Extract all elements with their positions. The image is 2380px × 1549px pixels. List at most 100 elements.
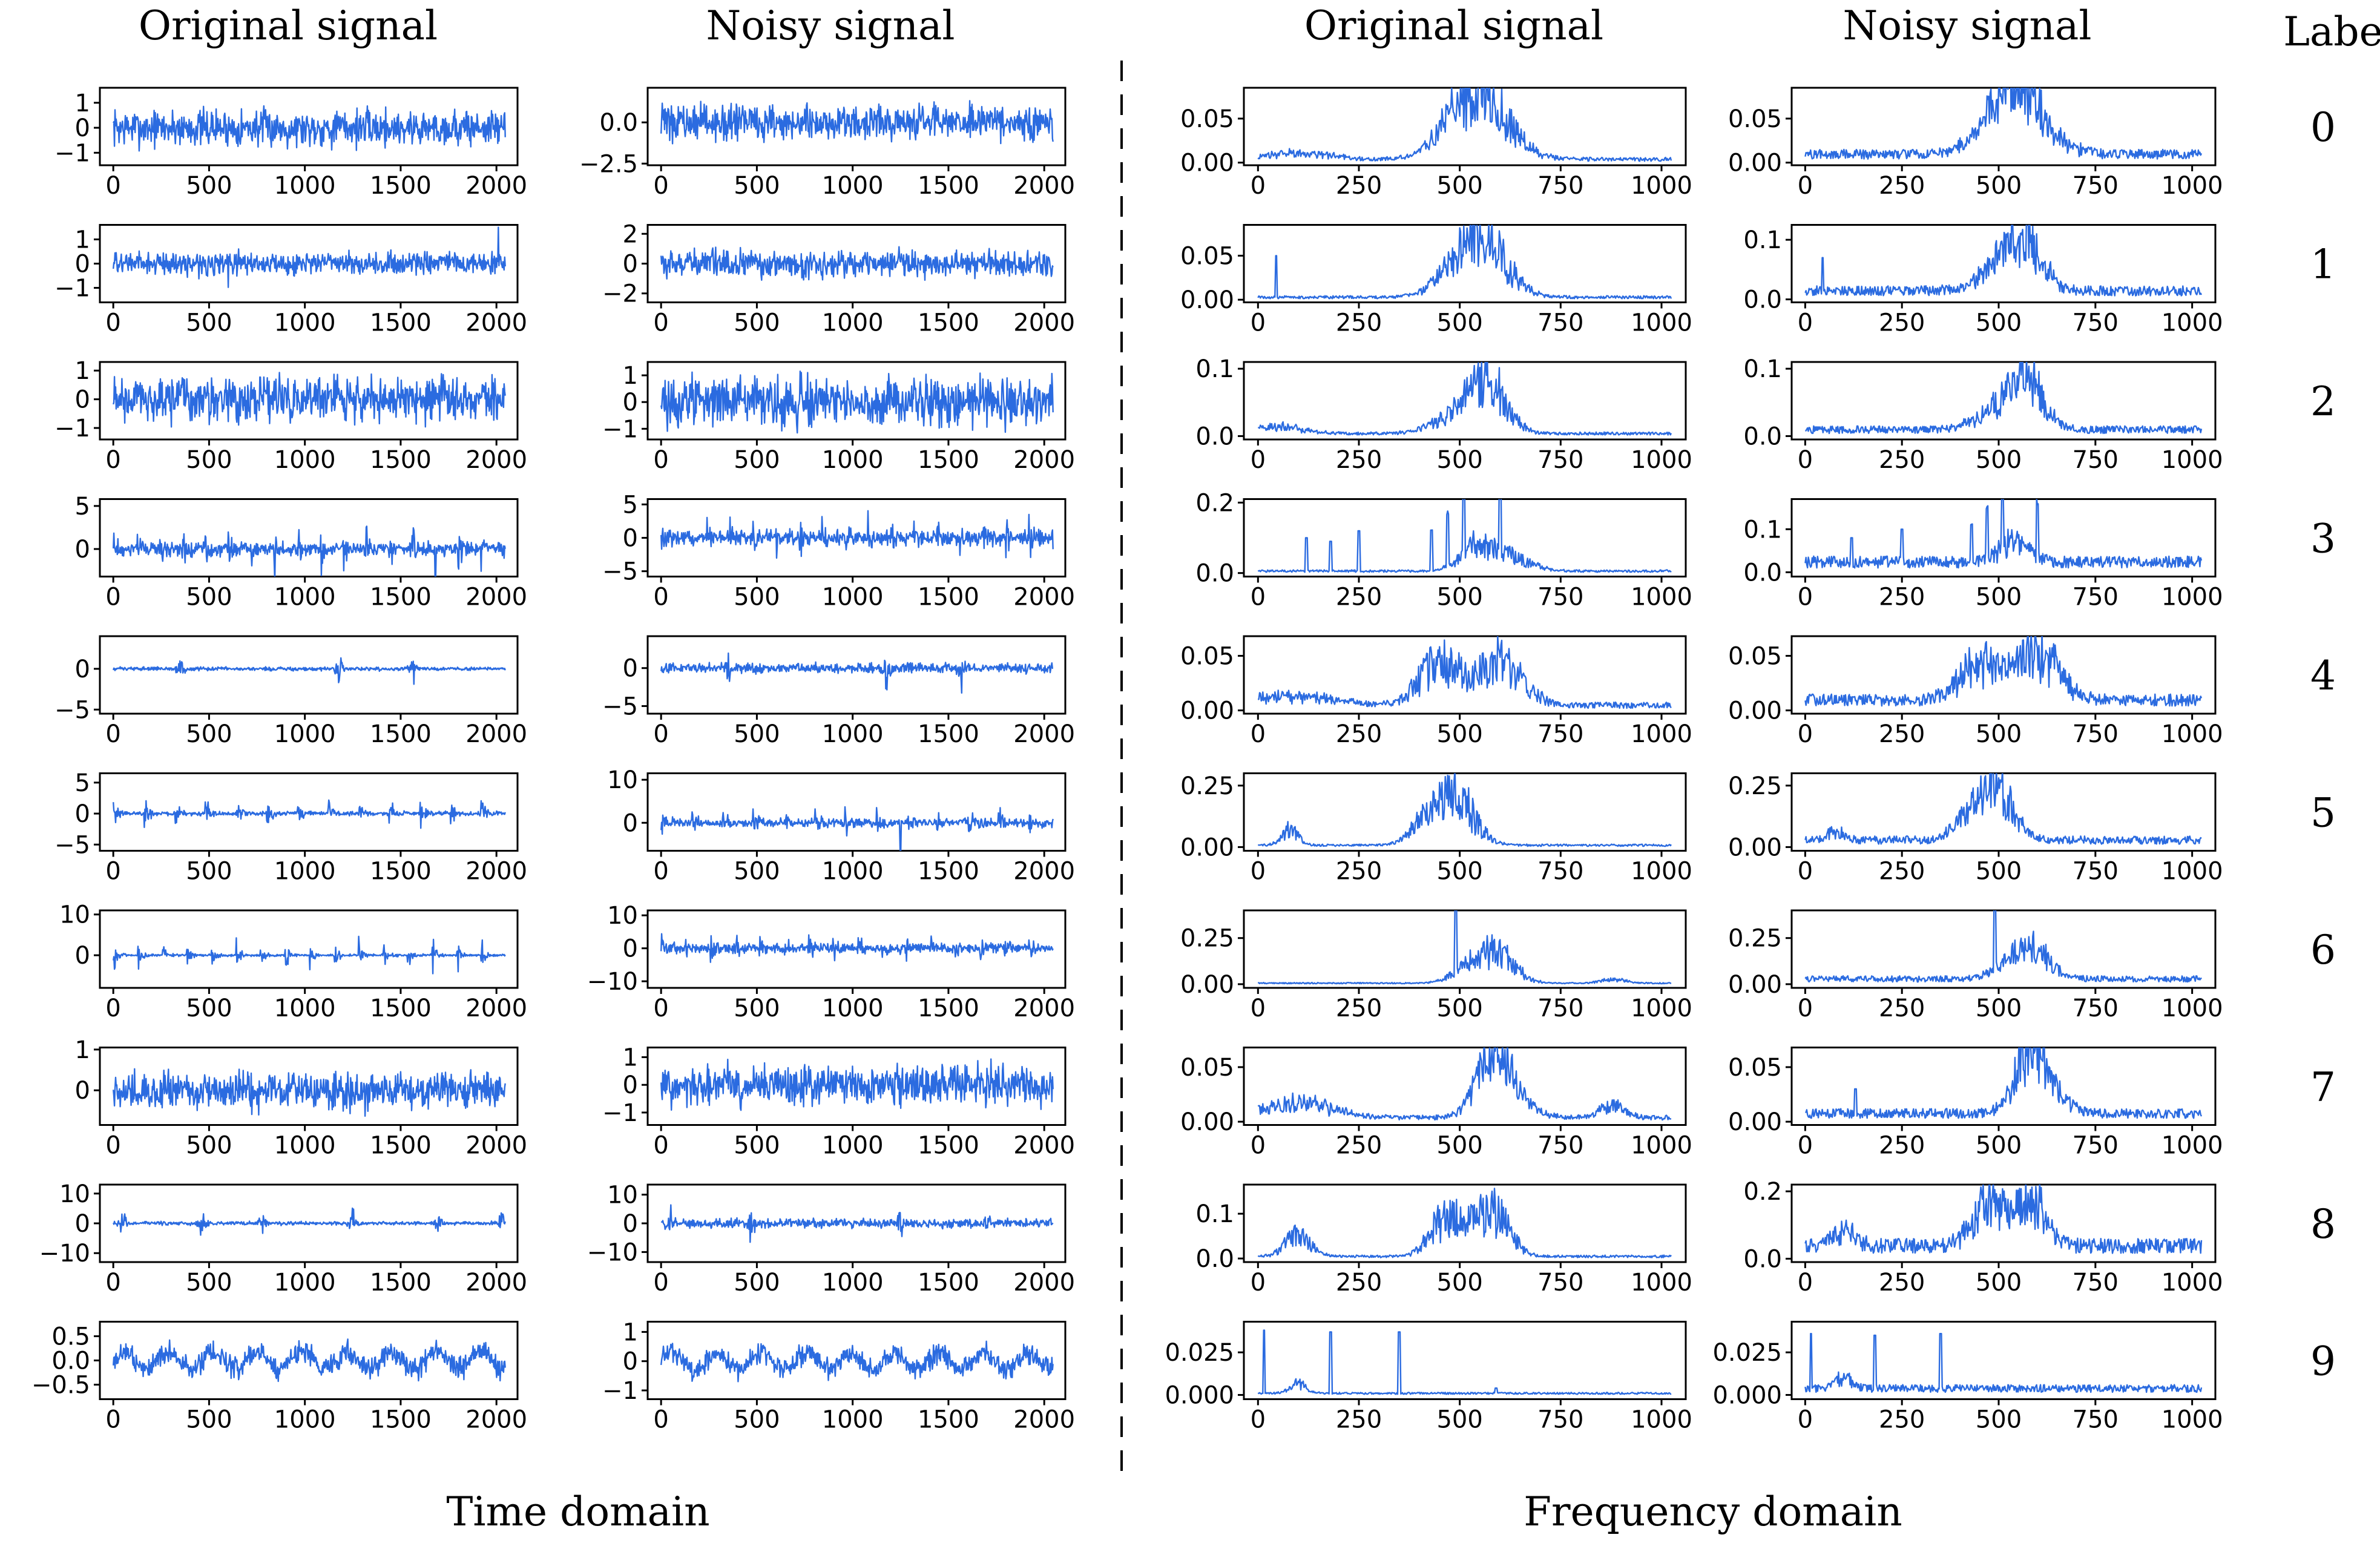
x-tick-label: 500: [1436, 584, 1482, 611]
x-tick-label: 500: [1976, 1132, 2022, 1160]
y-tick-label: 0.25: [1728, 925, 1782, 953]
x-tick-label: 1500: [370, 446, 432, 474]
signal-line: [1257, 1188, 1672, 1258]
x-tick-label: 250: [1336, 858, 1382, 886]
x-tick-label: 1000: [1631, 1269, 1692, 1297]
plot-frame: [1243, 1047, 1687, 1126]
x-tick-label: 1000: [1631, 309, 1692, 337]
x-tick-label: 750: [1537, 172, 1583, 200]
x-tick-label: 0: [1798, 446, 1813, 474]
row-label: 0: [2310, 104, 2336, 151]
x-tick-label: 1000: [822, 172, 884, 200]
row-label: 3: [2310, 516, 2336, 562]
signal-line: [1257, 225, 1672, 300]
y-tick-label: −10: [587, 1238, 638, 1266]
x-tick-label: 0: [105, 720, 120, 748]
x-tick-label: 1000: [822, 584, 884, 611]
signal-line: [1257, 88, 1672, 162]
x-tick-label: 500: [1976, 1269, 2022, 1297]
y-tick-label: 10: [607, 902, 638, 930]
x-tick-label: 0: [105, 172, 120, 200]
x-tick-label: 250: [1879, 995, 1925, 1022]
x-tick-label: 0: [1798, 858, 1813, 886]
x-tick-label: 0: [105, 1132, 120, 1160]
x-tick-label: 1000: [2161, 1132, 2223, 1160]
x-tick-label: 1000: [822, 1406, 884, 1434]
y-tick-label: 0: [623, 389, 638, 416]
y-tick-label: 1: [75, 357, 90, 385]
y-tick-label: 0.05: [1728, 105, 1782, 133]
x-tick-label: 0: [105, 309, 120, 337]
y-tick-label: 10: [59, 1180, 90, 1208]
x-tick-label: 500: [1976, 995, 2022, 1022]
x-tick-label: 1000: [2161, 584, 2223, 611]
plot-frame: [1243, 772, 1687, 852]
x-tick-label: 500: [734, 1269, 780, 1297]
signal-line: [1258, 362, 1672, 436]
x-tick-label: 2000: [1013, 1406, 1075, 1434]
y-tick-label: 0: [75, 251, 90, 278]
y-tick-label: −1: [54, 275, 90, 303]
y-tick-label: 0: [75, 386, 90, 414]
signal-line: [1804, 1185, 2203, 1254]
y-tick-label: 0.00: [1728, 150, 1782, 177]
y-tick-label: 0.00: [1180, 286, 1234, 314]
y-tick-label: 0: [623, 655, 638, 683]
x-tick-label: 1000: [2161, 1269, 2223, 1297]
y-tick-label: 0: [75, 800, 90, 828]
x-tick-label: 1500: [370, 1406, 432, 1434]
x-tick-label: 1000: [1631, 1132, 1692, 1160]
row-label: 6: [2310, 927, 2336, 973]
y-tick-label: 0: [75, 114, 90, 142]
y-tick-label: 0.00: [1180, 1108, 1234, 1136]
x-tick-label: 1500: [918, 1406, 979, 1434]
x-tick-label: 2000: [465, 584, 527, 611]
y-tick-label: 0.0: [1195, 1245, 1234, 1273]
x-tick-label: 0: [653, 172, 668, 200]
x-tick-label: 500: [186, 1269, 232, 1297]
y-tick-label: 0: [623, 809, 638, 837]
x-tick-label: 1000: [1631, 172, 1692, 200]
y-tick-label: 0.05: [1728, 1054, 1782, 1082]
x-tick-label: 0: [105, 995, 120, 1022]
y-tick-label: 0: [623, 525, 638, 553]
x-tick-label: 2000: [465, 309, 527, 337]
signal-line: [1804, 88, 2203, 160]
y-tick-label: 0.1: [1195, 355, 1234, 383]
panel-freq-noisy-0: 0 250 500 750 1000 0.05 0.00: [1728, 87, 2223, 200]
y-tick-label: 10: [607, 766, 638, 794]
panel-freq-original-2: 0 250 500 750 1000 0.1 0.0: [1195, 355, 1692, 474]
x-tick-label: 1000: [274, 995, 336, 1022]
x-tick-label: 250: [1879, 1406, 1925, 1434]
row-labels: 0 1 2 3 4 5 6 7 8 9: [2310, 104, 2336, 1385]
x-tick-label: 2000: [1013, 172, 1075, 200]
x-tick-label: 0: [1798, 172, 1813, 200]
x-tick-label: 500: [734, 1132, 780, 1160]
x-tick-label: 1500: [918, 1269, 979, 1297]
frequency-domain-label: Frequency domain: [1524, 1488, 1902, 1535]
x-tick-label: 2000: [1013, 1269, 1075, 1297]
panel-time-noisy-3: 0 500 1000 1500 2000 5 0 −5: [602, 491, 1075, 611]
x-tick-label: 2000: [465, 720, 527, 748]
panel-freq-original-9: 0 250 500 750 1000 0.025 0.000: [1165, 1321, 1692, 1434]
x-tick-label: 1000: [274, 1406, 336, 1434]
x-tick-label: 1000: [2161, 858, 2223, 886]
x-tick-label: 750: [1537, 720, 1583, 748]
x-tick-label: 750: [2073, 446, 2119, 474]
y-tick-label: −1: [602, 1099, 638, 1127]
x-tick-label: 1500: [918, 995, 979, 1022]
y-tick-label: 0.25: [1180, 925, 1234, 953]
x-tick-label: 500: [734, 720, 780, 748]
plot-frame: [646, 635, 1067, 715]
x-tick-label: 500: [186, 309, 232, 337]
x-tick-label: 250: [1879, 446, 1925, 474]
y-tick-label: 0.000: [1712, 1381, 1782, 1409]
row-label: 9: [2310, 1338, 2336, 1385]
signal-line: [113, 525, 506, 577]
y-tick-label: 10: [59, 901, 90, 929]
x-tick-label: 0: [653, 858, 668, 886]
y-tick-label: 1: [623, 1044, 638, 1072]
x-tick-label: 1000: [822, 720, 884, 748]
